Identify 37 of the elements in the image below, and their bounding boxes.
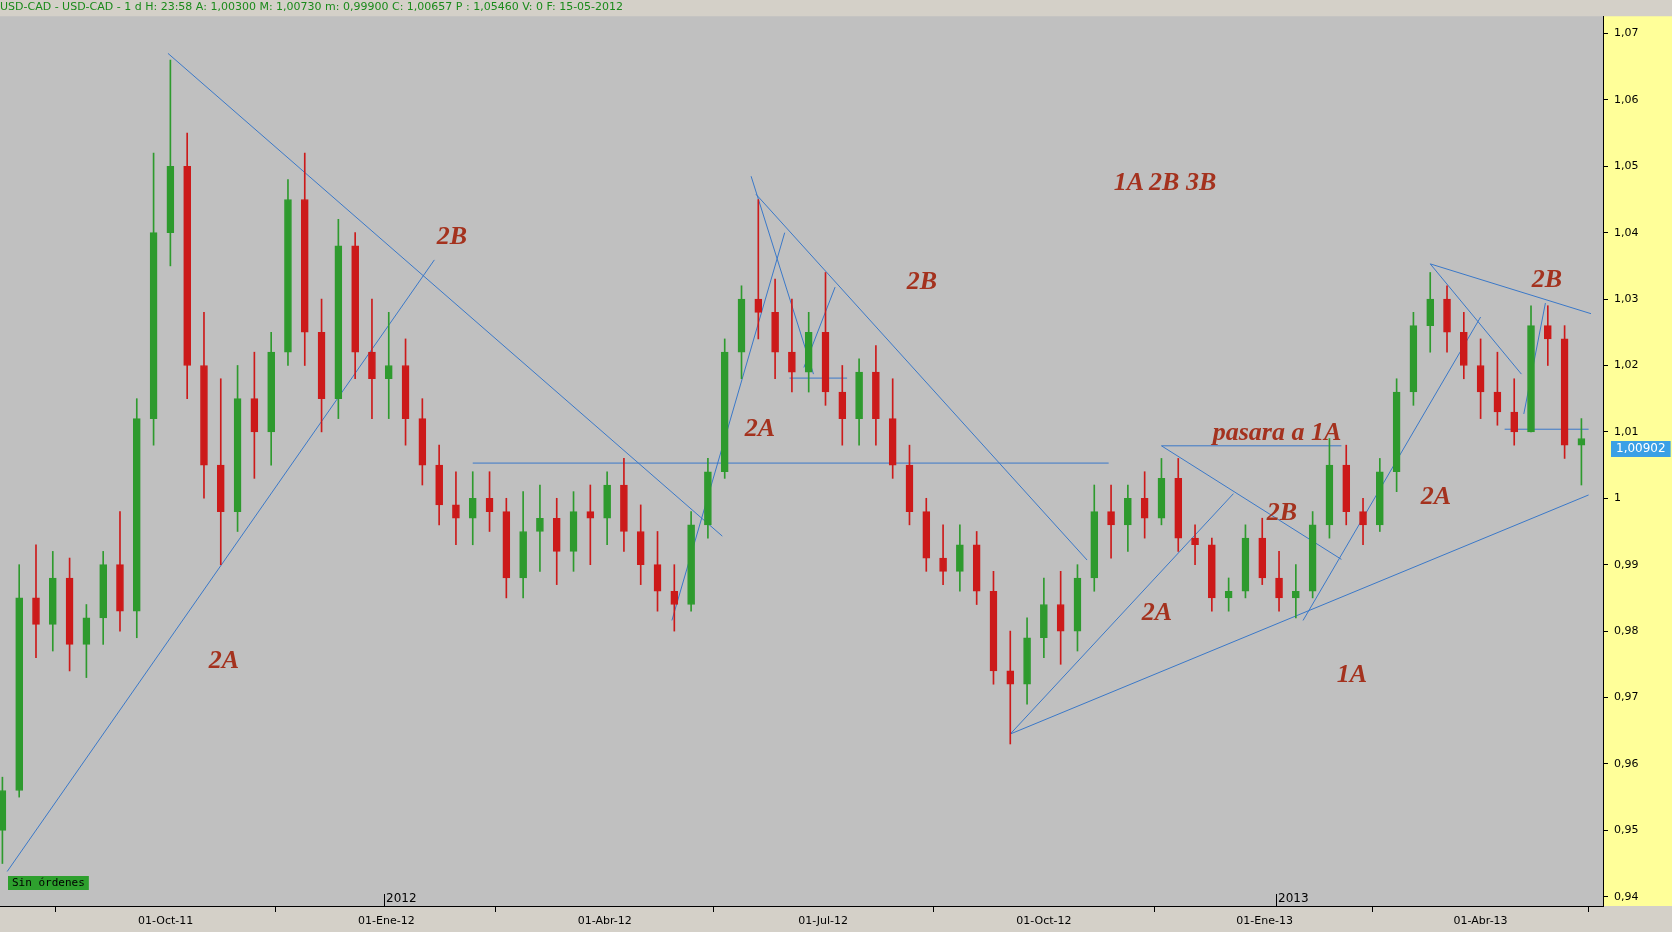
annotation: Sin órdenes (12, 875, 85, 889)
x-tick-label: 01-Abr-13 (1453, 914, 1508, 928)
annotation: 2B (1265, 496, 1298, 526)
annotation: 2B (1530, 263, 1563, 293)
y-tick-label: 1,03 (1614, 291, 1639, 305)
x-tick-label: 01-Oct-12 (1016, 914, 1072, 928)
y-tick-label: 1,06 (1614, 92, 1639, 106)
annotation: 2B (435, 220, 468, 250)
y-tick-label: 0,96 (1614, 756, 1639, 770)
y-tick-label: 0,98 (1614, 623, 1639, 637)
annotation: pasara a 1A (1210, 416, 1342, 446)
annotation: 2A (1140, 596, 1173, 626)
y-tick-label: 0,95 (1614, 823, 1639, 837)
y-tick-label: 1,02 (1614, 358, 1639, 372)
y-tick-label: 1,01 (1614, 424, 1639, 438)
x-tick-label: 01-Jul-12 (798, 914, 849, 928)
text: 1,00902 (1616, 441, 1666, 456)
y-tick-label: 0,94 (1614, 889, 1639, 903)
annotation: 2B (905, 265, 938, 295)
annotation: 1A (1336, 658, 1368, 688)
y-tick-label: 1,04 (1614, 225, 1639, 239)
y-tick-label: 0,99 (1614, 557, 1639, 571)
y-tick-label: 1,05 (1614, 159, 1639, 173)
y-tick-label: 1 (1614, 491, 1621, 505)
x-tick-label: 01-Abr-12 (577, 914, 632, 928)
annotation: 2A (1419, 480, 1452, 510)
y-tick-label: 0,97 (1614, 690, 1639, 704)
annotation: 1A 2B 3B (1113, 166, 1217, 196)
annotation: 2A (743, 412, 776, 442)
x-tick-label: 01-Oct-11 (137, 914, 194, 928)
x-tick-label: 01-Ene-12 (358, 914, 415, 928)
annotation: 2012 (386, 891, 417, 906)
x-tick-label: 01-Ene-13 (1236, 914, 1293, 928)
annotation: 2013 (1278, 891, 1309, 906)
chart-title: USD-CAD - USD-CAD - 1 d H: 23:58 A: 1,00300 M: 1,00730 m: 0,99900 C: 1,00657 P : 1,05460 V: 0 F: 15-05-2012 (0, 0, 624, 14)
y-tick-label: 1,07 (1614, 26, 1639, 40)
annotation: 2A (207, 644, 240, 674)
